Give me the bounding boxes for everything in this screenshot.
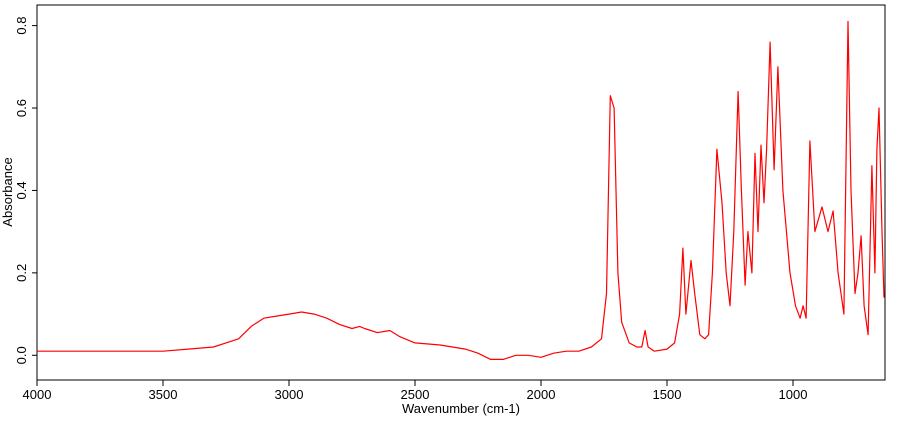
spectrum-line <box>37 20 885 360</box>
plot-frame <box>36 4 886 381</box>
x-tick-label: 4000 <box>23 387 52 402</box>
x-tick-label: 1500 <box>653 387 682 402</box>
x-tick-label: 3500 <box>149 387 178 402</box>
x-tick-label: 2000 <box>527 387 556 402</box>
x-tick-label: 3000 <box>275 387 304 402</box>
y-axis-label: Absorbance <box>0 157 15 226</box>
x-tick-label: 2500 <box>401 387 430 402</box>
y-tick-label: 0.8 <box>14 17 29 35</box>
x-axis-label: Wavenumber (cm-1) <box>402 401 520 416</box>
y-tick-label: 0.0 <box>14 346 29 364</box>
y-tick-label: 0.4 <box>14 181 29 199</box>
y-tick-label: 0.2 <box>14 264 29 282</box>
y-tick-label: 0.6 <box>14 99 29 117</box>
x-tick-label: 1000 <box>779 387 808 402</box>
